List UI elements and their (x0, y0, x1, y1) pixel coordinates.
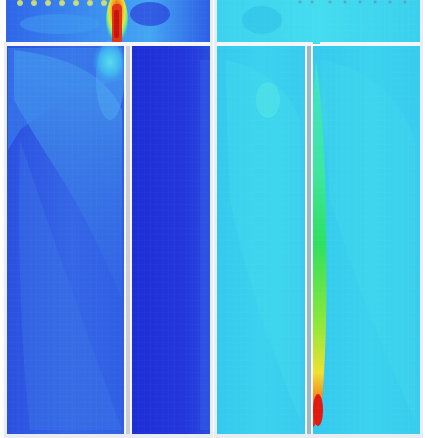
right-baffle-top-left (214, 42, 310, 46)
left-baffle-top (4, 42, 212, 46)
left-panel (4, 0, 213, 438)
right-baffle-top-right (320, 42, 422, 46)
right-panel (214, 0, 423, 438)
